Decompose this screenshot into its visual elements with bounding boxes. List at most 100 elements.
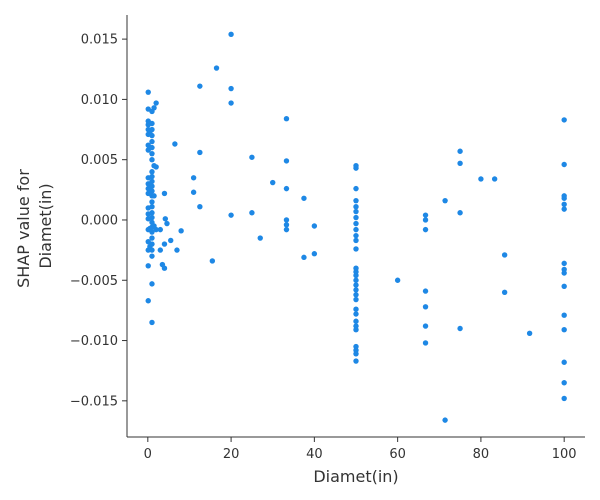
scatter-point	[151, 105, 157, 111]
y-axis-label-line-1: SHAP value for	[14, 169, 33, 288]
scatter-point	[311, 223, 318, 229]
scatter-point	[561, 195, 567, 201]
scatter-point	[190, 189, 197, 195]
scatter-point	[162, 216, 169, 222]
scatter-point	[422, 288, 429, 294]
scatter-point	[422, 323, 429, 329]
scatter-point	[164, 220, 170, 227]
scatter-point	[353, 246, 359, 252]
scatter-point	[197, 149, 203, 156]
scatter-point	[197, 83, 203, 89]
scatter-point	[311, 251, 318, 257]
scatter-point	[353, 326, 359, 333]
scatter-point	[153, 226, 159, 233]
scatter-point	[526, 330, 533, 337]
scatter-point	[157, 226, 164, 233]
scatter-point	[149, 183, 155, 189]
scatter-points	[145, 31, 567, 423]
scatter-point	[422, 340, 429, 346]
scatter-point	[561, 312, 567, 318]
scatter-point	[213, 65, 220, 71]
scatter-point	[301, 254, 307, 261]
scatter-point	[149, 241, 155, 247]
scatter-point	[457, 160, 463, 166]
scatter-point	[149, 132, 155, 139]
scatter-point	[149, 199, 155, 205]
y-tick-label: −0.005	[70, 274, 118, 289]
scatter-point	[561, 161, 567, 168]
scatter-point	[153, 164, 159, 170]
scatter-point	[457, 210, 463, 216]
scatter-point	[149, 204, 155, 210]
scatter-point	[257, 235, 263, 241]
scatter-point	[561, 359, 567, 365]
scatter-point	[301, 195, 307, 201]
scatter-point	[501, 289, 508, 296]
scatter-point	[353, 282, 359, 288]
scatter-point	[228, 212, 234, 218]
scatter-point	[153, 100, 159, 106]
scatter-point	[283, 185, 290, 192]
x-tick-label: 40	[306, 447, 323, 462]
x-tick-label: 80	[473, 447, 490, 462]
scatter-point	[491, 176, 498, 182]
scatter-point	[149, 156, 155, 163]
scatter-point	[228, 31, 234, 37]
scatter-point	[161, 265, 168, 271]
y-tick-label: 0.000	[81, 213, 118, 228]
x-tick-label: 20	[223, 447, 240, 462]
y-tick-label: 0.010	[81, 93, 118, 108]
y-tick-label: −0.010	[70, 334, 118, 349]
scatter-point	[561, 117, 567, 123]
y-tick-label: 0.015	[81, 33, 118, 48]
scatter-point	[197, 204, 203, 210]
scatter-point	[161, 241, 168, 247]
scatter-point	[353, 232, 359, 239]
scatter-point	[149, 169, 155, 175]
scatter-point	[561, 270, 567, 276]
scatter-point	[283, 158, 290, 164]
scatter-point	[283, 222, 290, 228]
scatter-point	[353, 358, 359, 364]
scatter-point	[283, 226, 290, 233]
scatter-point	[283, 115, 290, 122]
scatter-point	[442, 197, 448, 204]
scatter-point	[422, 217, 429, 223]
scatter-point	[178, 228, 184, 234]
scatter-point	[145, 89, 151, 95]
scatter-point	[353, 296, 359, 303]
scatter-point	[174, 247, 180, 253]
scatter-point	[561, 206, 567, 212]
scatter-point	[149, 319, 155, 326]
scatter-point	[561, 201, 567, 207]
scatter-point	[422, 226, 429, 233]
scatter-point	[561, 326, 567, 333]
scatter-point	[353, 237, 359, 244]
scatter-point	[172, 141, 178, 147]
scatter-point	[161, 190, 168, 197]
scatter-point	[149, 229, 155, 235]
scatter-point	[353, 214, 359, 221]
scatter-point	[353, 220, 359, 227]
scatter-point	[422, 212, 429, 218]
scatter-point	[190, 175, 197, 181]
scatter-point	[249, 154, 255, 160]
scatter-point	[157, 247, 164, 253]
scatter-point	[561, 380, 567, 386]
x-axis-ticks: 0 20 40 60 80 100	[144, 437, 577, 462]
scatter-point	[145, 263, 151, 269]
scatter-point	[353, 226, 359, 233]
scatter-point	[478, 176, 484, 182]
scatter-point	[353, 277, 359, 283]
scatter-point	[561, 283, 567, 289]
y-axis-label: SHAP value for Diamet(in)	[14, 164, 55, 288]
scatter-point	[561, 260, 567, 267]
y-axis-label-line-2: Diamet(in)	[36, 183, 55, 268]
y-tick-label: −0.015	[70, 394, 118, 409]
scatter-point	[353, 306, 359, 312]
scatter-point	[353, 292, 359, 298]
scatter-point	[353, 185, 359, 192]
scatter-point	[353, 351, 359, 357]
scatter-point	[145, 298, 151, 304]
scatter-point	[209, 258, 216, 264]
